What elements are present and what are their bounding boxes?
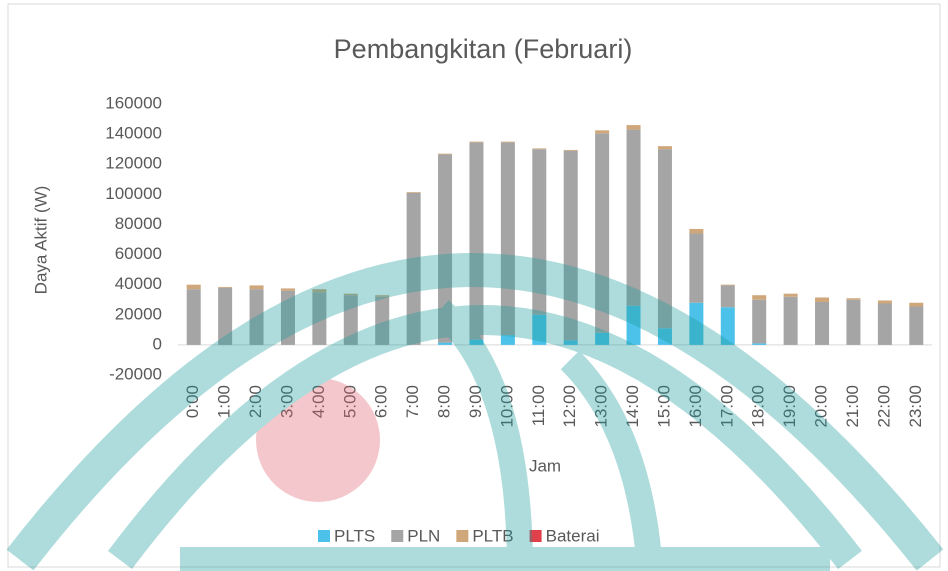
- bar-segment: [815, 297, 829, 302]
- y-tick-label: 20000: [115, 304, 162, 323]
- bar-segment: [689, 233, 703, 302]
- bar-segment: [721, 285, 735, 286]
- legend-label: PLN: [407, 526, 440, 545]
- bar-segment: [250, 285, 264, 289]
- bar-segment: [438, 154, 452, 155]
- bar-segment: [564, 150, 578, 151]
- bar-segment: [658, 146, 672, 149]
- bar-segment: [752, 295, 766, 300]
- x-axis-label: Jam: [529, 456, 561, 475]
- x-tick-label: 11:00: [529, 385, 548, 426]
- chart-title: Pembangkitan (Februari): [334, 34, 633, 64]
- y-tick-label: 60000: [115, 244, 162, 263]
- bar-segment: [815, 302, 829, 345]
- bar-segment: [878, 300, 892, 303]
- bar-segment: [752, 300, 766, 344]
- bar-segment: [218, 287, 232, 288]
- x-tick-label: 8:00: [435, 385, 454, 418]
- legend-label: Baterai: [546, 526, 600, 545]
- x-tick-label: 21:00: [843, 385, 862, 428]
- bar-segment: [909, 306, 923, 344]
- legend-label: PLTS: [334, 526, 375, 545]
- y-tick-label: -20000: [109, 364, 162, 383]
- bar-segment: [564, 151, 578, 341]
- y-tick-label: 120000: [105, 154, 162, 173]
- watermark-band: [180, 547, 830, 571]
- y-axis-label: Daya Aktif (W): [31, 186, 50, 295]
- y-tick-label: 140000: [105, 124, 162, 143]
- bar-segment: [595, 130, 609, 133]
- bar-segment: [187, 289, 201, 345]
- bar-segment: [784, 297, 798, 345]
- bar-segment: [532, 148, 546, 149]
- bar-segment: [721, 285, 735, 307]
- x-tick-label: 7:00: [403, 385, 422, 418]
- legend-swatch: [318, 530, 330, 542]
- bar-segment: [627, 130, 641, 306]
- x-tick-label: 22:00: [874, 385, 893, 428]
- legend-swatch: [391, 530, 403, 542]
- bar-segment: [407, 192, 421, 193]
- bar-segment: [627, 125, 641, 130]
- x-tick-label: 6:00: [372, 385, 391, 418]
- x-tick-label: 12:00: [560, 385, 579, 428]
- y-tick-label: 40000: [115, 274, 162, 293]
- x-tick-label: 1:00: [215, 385, 234, 418]
- bar-segment: [438, 343, 452, 345]
- y-tick-label: 0: [153, 334, 162, 353]
- bar-segment: [689, 229, 703, 234]
- y-tick-label: 80000: [115, 214, 162, 233]
- y-tick-label: 100000: [105, 184, 162, 203]
- bar-segment: [878, 303, 892, 344]
- chart: Pembangkitan (Februari) Daya Aktif (W) J…: [0, 0, 948, 571]
- bar-segment: [281, 288, 295, 290]
- x-tick-label: 23:00: [906, 385, 925, 428]
- bar-segment: [846, 298, 860, 300]
- bar-segment: [909, 303, 923, 307]
- bar-segment: [469, 142, 483, 143]
- bar-segment: [752, 343, 766, 345]
- legend-swatch: [456, 530, 468, 542]
- bar-segment: [784, 294, 798, 297]
- bar-segment: [187, 285, 201, 290]
- bar-segment: [846, 300, 860, 345]
- bar-segment: [501, 142, 515, 143]
- y-tick-label: 160000: [105, 93, 162, 112]
